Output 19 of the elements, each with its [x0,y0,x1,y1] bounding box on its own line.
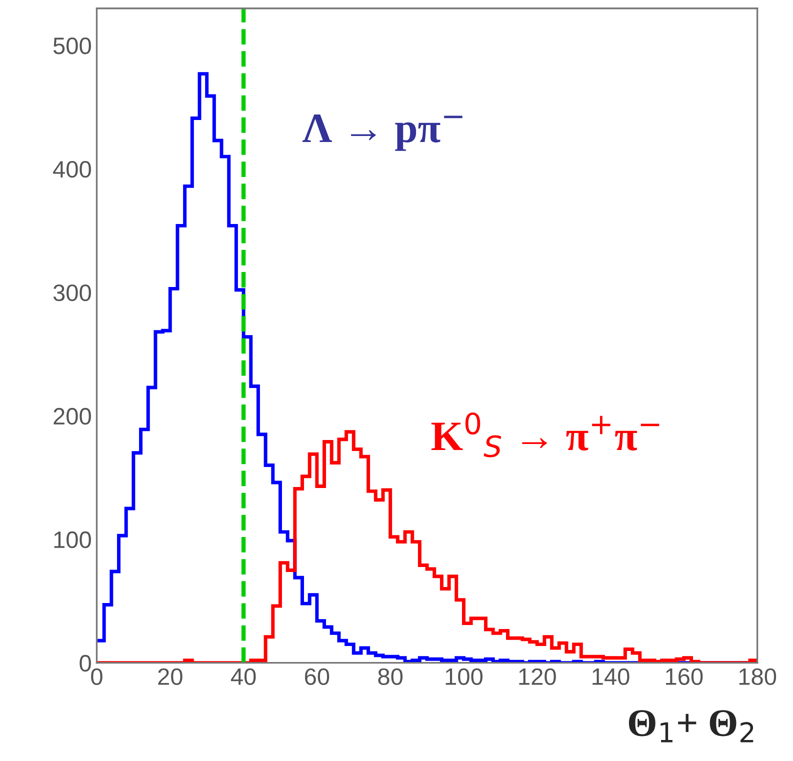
x-axis-title: Θ$_{1}$+ Θ$_{2}$ [628,710,754,742]
x-tick-label: 60 [305,668,330,686]
x-tick-label: 140 [592,668,630,686]
y-tick-label: 400 [53,160,91,178]
x-tick-label: 100 [446,668,483,686]
x-tick-label: 160 [666,668,703,686]
x-tick-label: 180 [739,668,776,686]
x-tick-label: 80 [378,668,403,686]
y-tick-label: 100 [54,531,91,548]
x-tick-label: 20 [158,668,182,686]
series-label: K$^{0}$$_{S}$ → π$^{+}$π$^{−}$ [431,412,660,458]
y-tick-label: 0 [80,654,91,672]
y-tick-label: 500 [53,37,91,54]
x-tick-label: 40 [230,668,256,686]
y-tick-label: 200 [54,408,91,425]
y-tick-label: 300 [53,284,91,302]
x-tick-label: 120 [519,668,556,686]
series-label: Λ → pπ$^{−}$ [302,114,462,151]
x-tick-label: 0 [91,668,102,686]
